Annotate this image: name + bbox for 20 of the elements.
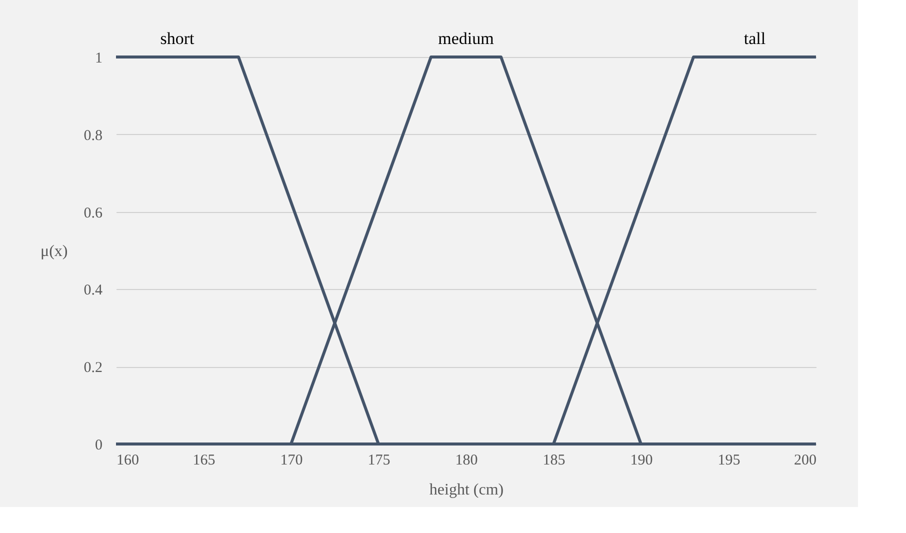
y-tick-label: 0.4 xyxy=(84,282,103,299)
x-tick-label: 200 xyxy=(794,452,816,468)
y-tick-label: 0.6 xyxy=(84,205,103,222)
x-tick-label: 175 xyxy=(368,452,390,468)
series-label: short xyxy=(160,29,195,48)
y-axis-title: μ(x) xyxy=(40,243,68,260)
x-tick-label: 190 xyxy=(630,452,653,468)
x-tick-label: 165 xyxy=(192,452,216,468)
x-tick-label: 185 xyxy=(542,452,566,468)
x-tick-label: 160 xyxy=(116,452,139,468)
series-label: medium xyxy=(438,29,494,48)
x-axis-title: height (cm) xyxy=(429,482,504,498)
y-tick-label: 0.8 xyxy=(84,128,102,144)
y-tick-label: 1 xyxy=(95,50,102,66)
series-label: tall xyxy=(744,29,766,48)
x-tick-label: 180 xyxy=(455,452,478,468)
y-tick-label: 0 xyxy=(95,438,102,454)
x-tick-label: 195 xyxy=(718,452,740,468)
y-tick-label: 0.2 xyxy=(84,360,102,376)
x-tick-label: 170 xyxy=(280,452,303,468)
